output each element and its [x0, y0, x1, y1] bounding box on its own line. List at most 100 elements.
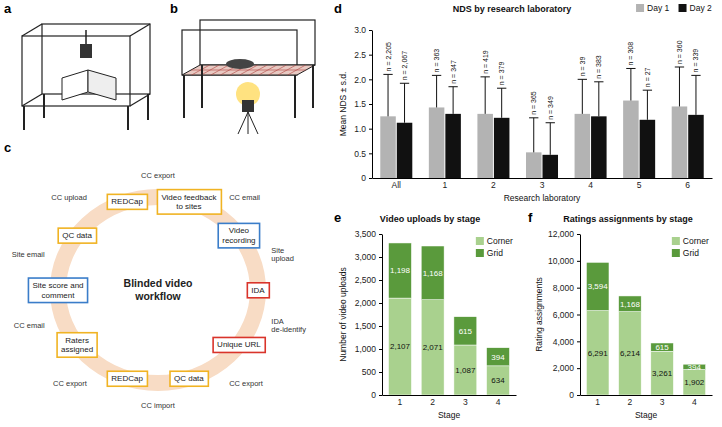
- y-tick-mark: [577, 261, 580, 262]
- panel-letter: b: [170, 1, 178, 16]
- y-tick-mark: [379, 326, 382, 327]
- error-whisker: [695, 75, 696, 114]
- x-axis-title: Stage: [635, 410, 657, 420]
- error-cap: [675, 67, 684, 68]
- data-label: 1,168: [620, 300, 641, 309]
- edge-label: Site email: [12, 250, 45, 259]
- leg: [201, 65, 203, 108]
- panel-letter: f: [528, 210, 533, 225]
- y-axis-line: [580, 235, 581, 396]
- bar-segment: [586, 262, 609, 310]
- error-bar: [594, 82, 603, 117]
- x-axis-line: [383, 395, 517, 396]
- y-tick-mark: [379, 234, 382, 235]
- error-cap: [432, 75, 441, 76]
- legend: CornerGrid: [672, 236, 709, 258]
- y-axis-title: Mean NDS ± s.d.: [338, 72, 348, 137]
- y-tick-label: 2,500: [355, 275, 377, 285]
- edge-label: CC export: [141, 171, 176, 180]
- error-whisker: [404, 83, 405, 122]
- y-tick: 1.0: [354, 124, 372, 134]
- x-axis: 1234: [581, 395, 713, 407]
- y-tick: 2.5: [354, 50, 372, 60]
- error-cap: [594, 81, 603, 82]
- x-tick-label: 6: [685, 180, 690, 190]
- y-tick-label: 0.5: [354, 149, 366, 159]
- y-tick-mark: [577, 315, 580, 316]
- n-label: n = 419: [482, 50, 489, 74]
- bar: [429, 107, 445, 178]
- node-label-line: Video: [229, 226, 250, 235]
- camera-mount: [85, 30, 87, 44]
- panel-letter: d: [334, 1, 342, 16]
- x-tick-label: 1: [398, 397, 403, 407]
- x-tick: 4: [692, 395, 697, 407]
- data-labels: n = 2,205n = 363n = 419n = 365n = 39n = …: [385, 40, 700, 119]
- n-label: n = 347: [450, 60, 457, 84]
- edge-label-line: CC export: [53, 379, 88, 388]
- legend-label: Day 1: [647, 3, 669, 13]
- error-bar: [448, 87, 457, 114]
- y-axis: 02,0004,0006,0008,00010,00012,000: [548, 229, 581, 400]
- node-label: REDCap: [111, 197, 143, 206]
- y-tick-label: 1.0: [354, 124, 366, 134]
- error-whisker: [630, 68, 631, 100]
- x-axis-title: Stage: [438, 410, 460, 420]
- node-box: [247, 283, 269, 298]
- node-box: [107, 371, 147, 386]
- y-tick-label: 3,500: [355, 229, 377, 239]
- workflow-node: IDA: [247, 283, 269, 298]
- node-label: Ratersassigned: [61, 336, 93, 355]
- y-tick: 2,000: [355, 298, 382, 308]
- error-bar: [643, 90, 652, 120]
- y-tick: 3,500: [355, 229, 382, 239]
- error-bar: [578, 79, 587, 114]
- bar-segment: [487, 348, 510, 366]
- y-tick-mark: [369, 55, 372, 56]
- data-label: 1,902: [684, 378, 705, 387]
- y-tick-label: 3,000: [355, 252, 377, 262]
- corner-wall: [88, 70, 116, 100]
- workflow-center-line: workflow: [134, 290, 181, 302]
- data-label: 3,594: [588, 282, 609, 291]
- y-tick-label: 4,000: [553, 337, 575, 347]
- y-tick: 500: [362, 367, 382, 377]
- y-tick-mark: [577, 368, 580, 369]
- y-tick-mark: [577, 341, 580, 342]
- workflow-node: Unique URL: [213, 337, 265, 352]
- bar-segment: [389, 243, 412, 298]
- x-tick-label: 5: [637, 180, 642, 190]
- bar-segment: [619, 296, 642, 312]
- error-bar: [383, 74, 392, 116]
- error-whisker: [388, 74, 389, 116]
- panel-letter: e: [334, 210, 341, 225]
- grid-rod: [191, 70, 306, 71]
- node-box: [107, 194, 147, 209]
- x-tick-label: 2: [628, 397, 633, 407]
- workflow-node: REDCap: [107, 194, 147, 209]
- y-tick: 4,000: [553, 337, 580, 347]
- workflow-node: Site score andcomment: [28, 278, 87, 303]
- error-whisker: [533, 118, 534, 153]
- bar: [477, 114, 493, 178]
- bar-segment: [454, 317, 477, 345]
- y-tick-mark: [577, 395, 580, 396]
- y-tick-label: 10,000: [548, 256, 574, 266]
- y-tick-label: 12,000: [548, 229, 574, 239]
- data-label: 6,291: [588, 349, 609, 358]
- y-tick-label: 0: [569, 390, 574, 400]
- edge-label: CC email: [229, 193, 260, 202]
- node-label: REDCap: [111, 374, 143, 383]
- node-box: [170, 371, 208, 386]
- x-tick: 1: [595, 395, 600, 407]
- y-tick-mark: [369, 129, 372, 130]
- x-tick: 6: [685, 178, 690, 190]
- legend-item: Day 2: [679, 3, 712, 13]
- edge-label: CC email: [14, 321, 45, 330]
- error-bar: [675, 67, 684, 106]
- legend-swatch: [636, 4, 644, 12]
- n-label: n = 2,067: [401, 51, 408, 80]
- y-axis-title: Rating assignments: [534, 277, 544, 352]
- data-labels: 2,1071,1982,0711,1681,087615634394: [390, 266, 505, 385]
- bar: [688, 115, 704, 178]
